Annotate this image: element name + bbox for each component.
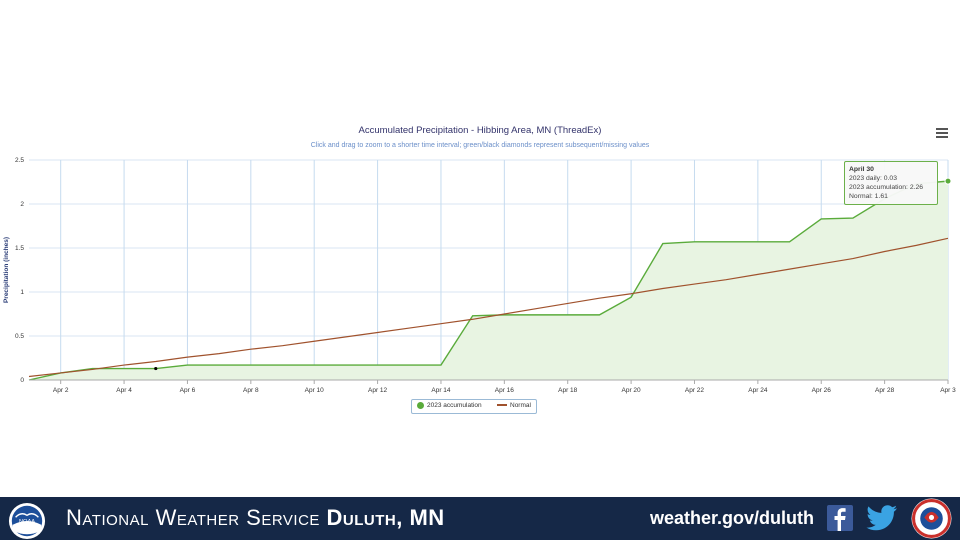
footer-bar bbox=[0, 497, 960, 540]
legend-item-2023-accumulation[interactable]: 2023 accumulation bbox=[417, 402, 482, 409]
y-axis-title: Precipitation (inches) bbox=[3, 237, 10, 303]
website-link[interactable]: weather.gov/duluth bbox=[650, 508, 815, 528]
y-tick-label: 0 bbox=[20, 377, 24, 384]
green-dot-icon bbox=[417, 402, 424, 409]
brown-line-icon bbox=[497, 404, 507, 407]
legend-label: Normal bbox=[510, 402, 531, 409]
series-line-2023-accumulation[interactable] bbox=[28, 180, 949, 381]
facebook-icon[interactable] bbox=[827, 505, 853, 531]
chart-subtitle: Click and drag to zoom to a shorter time… bbox=[310, 142, 650, 149]
tooltip-line: Normal: 1.61 bbox=[849, 193, 888, 200]
y-tick-label: 1.5 bbox=[15, 245, 24, 252]
x-tick-label: Apr 12 bbox=[368, 387, 388, 394]
axis-layer: 0 0.5 1 1.5 2 2.5 Apr 2 Apr 4 Apr 6 Apr 8 Apr 10 Ap… bbox=[3, 157, 956, 394]
y-tick-label: 1 bbox=[20, 289, 24, 296]
legend-label: 2023 accumulation bbox=[427, 402, 482, 410]
organization-name: National Weather Service Duluth, MN bbox=[66, 505, 445, 530]
x-tick-label: Apr 16 bbox=[495, 387, 515, 394]
chart-legend: 2023 accumulation Normal bbox=[411, 399, 537, 414]
series-area-2023-accumulation bbox=[29, 181, 948, 380]
x-tick-label: Apr 22 bbox=[685, 387, 705, 394]
missing-value-marker bbox=[154, 366, 158, 371]
twitter-icon[interactable] bbox=[866, 505, 898, 531]
tooltip-line: 2023 daily: 0.03 bbox=[849, 175, 897, 182]
noaa-logo-icon: NOAA bbox=[8, 502, 46, 540]
x-tick-label: Apr 28 bbox=[875, 387, 895, 394]
hover-point-marker bbox=[944, 177, 952, 185]
hamburger-icon bbox=[936, 128, 948, 130]
tooltip-line: 2023 accumulation: 2.26 bbox=[849, 184, 924, 191]
tooltip-title: April 30 bbox=[849, 166, 874, 173]
x-tick-label: Apr 3 bbox=[940, 387, 956, 394]
x-tick-label: Apr 10 bbox=[305, 387, 325, 394]
x-tick-label: Apr 2 bbox=[53, 387, 69, 394]
legend-item-normal[interactable]: Normal bbox=[497, 402, 531, 409]
chart-menu-button[interactable] bbox=[936, 128, 948, 138]
x-tick-label: Apr 6 bbox=[180, 387, 196, 394]
line-layer bbox=[28, 177, 952, 381]
y-tick-label: 2.5 bbox=[15, 157, 24, 164]
x-tick-label: Apr 18 bbox=[558, 387, 578, 394]
x-tick-label: Apr 14 bbox=[431, 387, 451, 394]
y-tick-label: 0.5 bbox=[15, 333, 24, 340]
y-tick-label: 2 bbox=[20, 201, 24, 208]
x-tick-label: Apr 4 bbox=[116, 387, 132, 394]
area-layer bbox=[29, 181, 948, 380]
nws-logo-icon bbox=[911, 498, 952, 539]
chart-title: Accumulated Precipitation - Hibbing Area… bbox=[358, 125, 602, 136]
svg-text:NOAA: NOAA bbox=[19, 519, 35, 525]
series-line-normal[interactable] bbox=[28, 237, 949, 378]
x-tick-label: Apr 8 bbox=[243, 387, 259, 394]
x-tick-label: Apr 20 bbox=[622, 387, 642, 394]
x-tick-label: Apr 26 bbox=[812, 387, 832, 394]
x-tick-label: Apr 24 bbox=[748, 387, 768, 394]
chart-tooltip: April 30 2023 daily: 0.03 2023 accumulat… bbox=[844, 161, 938, 205]
